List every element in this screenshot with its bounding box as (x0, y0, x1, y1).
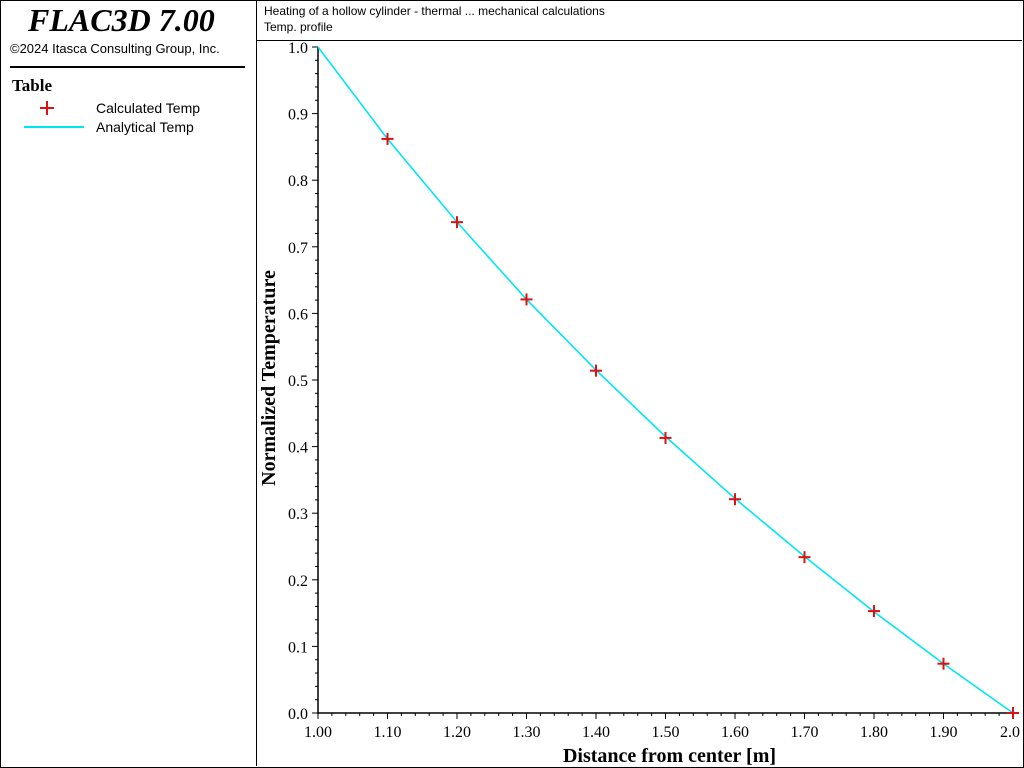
calculated-temp-point (590, 364, 602, 377)
calculated-temp-point (451, 216, 463, 229)
x-tick-label: 1.20 (443, 724, 471, 741)
copyright-text: ©2024 Itasca Consulting Group, Inc. (10, 41, 220, 56)
temperature-chart: 0.0 0.1 0.2 0.3 0.4 0.5 0.6 0.7 0.8 0.9 1.0 1.00 1.1… (258, 41, 1020, 766)
legend-title: Table (12, 76, 53, 95)
y-axis-label: Normalized Temperature (258, 270, 280, 486)
y-tick-label: 0.6 (288, 306, 308, 323)
x-tick-label: 1.80 (860, 724, 888, 741)
y-tick-label: 0.4 (288, 440, 308, 457)
calculated-temp-point (729, 493, 741, 506)
app-title: FLAC3D 7.00 (28, 2, 215, 38)
calculated-temp-point (1007, 707, 1019, 719)
y-tick-label: 1.0 (288, 41, 308, 57)
y-tick-label: 0.2 (288, 573, 308, 590)
legend-divider (10, 66, 245, 68)
legend-label-analytical: Analytical Temp (96, 119, 194, 135)
y-tick-label: 0.9 (288, 107, 308, 124)
calculated-temp-point (937, 657, 950, 670)
legend-label-calculated: Calculated Temp (96, 100, 201, 116)
y-tick-label: 0.8 (288, 173, 308, 190)
legend-panel: FLAC3D 7.00 ©2024 Itasca Consulting Grou… (0, 0, 257, 766)
x-axis-label: Distance from center [m] (563, 745, 776, 766)
x-tick-label: 1.90 (930, 724, 958, 741)
x-tick-label: 1.70 (791, 724, 819, 741)
x-tick-label: 1.60 (721, 724, 749, 741)
plot-title: Heating of a hollow cylinder - thermal .… (264, 4, 605, 18)
plot-header: Heating of a hollow cylinder - thermal .… (257, 0, 1022, 41)
x-tick-label: 1.40 (582, 724, 610, 741)
legend-item-analytical: Analytical Temp (22, 118, 242, 136)
legend-item-calculated: Calculated Temp (22, 99, 242, 117)
y-tick-label: 0.1 (288, 639, 308, 656)
calculated-temp-point (868, 605, 880, 618)
y-tick-label: 0.3 (288, 506, 308, 523)
calculated-temp-point (798, 551, 811, 564)
y-tick-label: 0.5 (288, 373, 308, 390)
calculated-temp-point (381, 132, 394, 145)
x-tick-label: 1.50 (652, 724, 680, 741)
x-tick-label: 2.0 (1000, 724, 1020, 741)
x-tick-label: 1.30 (513, 724, 541, 741)
x-tick-label: 1.10 (374, 724, 402, 741)
plus-marker-icon (40, 101, 54, 115)
calculated-temp-point (659, 431, 672, 444)
analytical-temp-line (317, 46, 1014, 714)
line-swatch-icon (24, 126, 84, 128)
plot-subtitle: Temp. profile (264, 20, 333, 34)
y-tick-label: 0.0 (288, 706, 308, 723)
y-tick-label: 0.7 (288, 240, 308, 257)
calculated-temp-point (520, 293, 533, 306)
x-tick-label: 1.00 (304, 724, 332, 741)
